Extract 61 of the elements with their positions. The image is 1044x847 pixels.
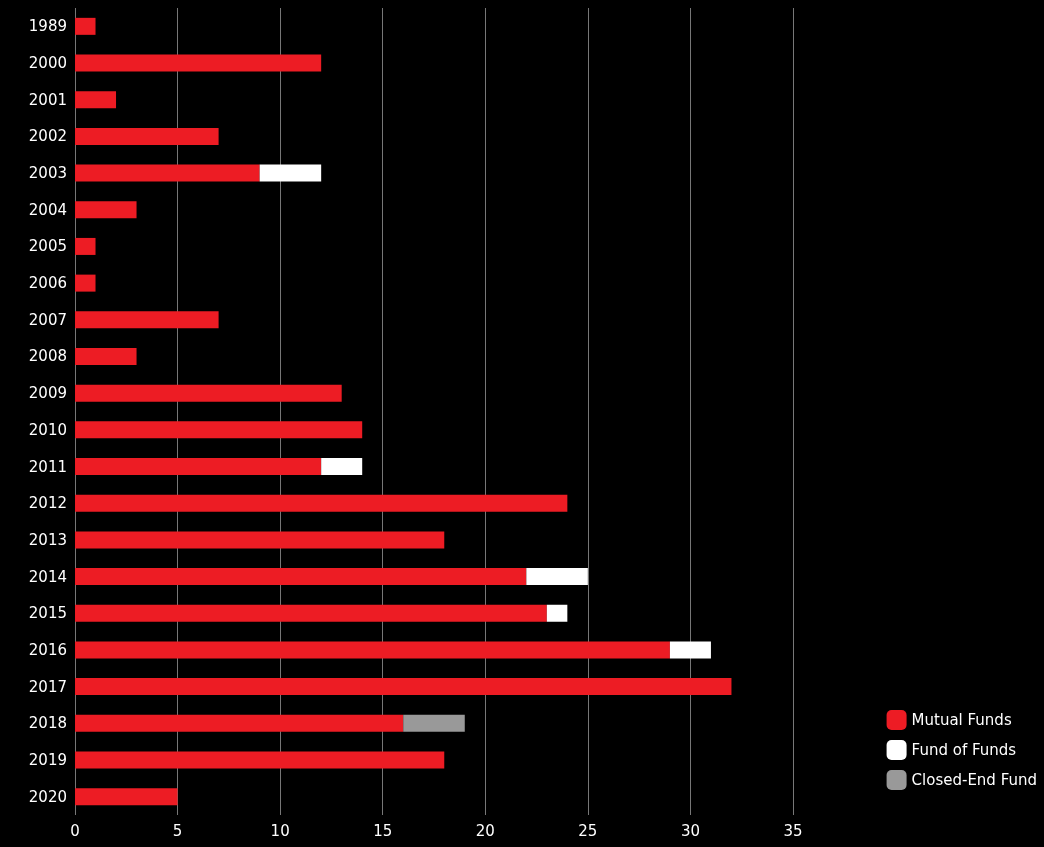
y-tick-label: 2008 [28, 347, 67, 366]
bar [75, 531, 445, 549]
bar [75, 678, 732, 696]
bar [75, 164, 260, 182]
y-tick-label: 2001 [28, 90, 67, 109]
bar [75, 347, 137, 365]
bar [75, 714, 404, 732]
bar [75, 17, 96, 35]
legend-label: Fund of Funds [911, 741, 1017, 759]
x-tick-label: 25 [578, 821, 598, 840]
bar [75, 421, 363, 439]
legend-label: Closed-End Fund [911, 771, 1038, 789]
x-tick-label: 5 [172, 821, 183, 840]
x-tick-label: 35 [783, 821, 803, 840]
y-tick-label: 2000 [28, 54, 67, 73]
y-tick-label: 2012 [28, 494, 67, 513]
x-tick-label: 10 [270, 821, 290, 840]
bar [75, 788, 178, 806]
bar [321, 458, 363, 476]
bar [669, 641, 711, 659]
bar [546, 604, 568, 622]
bar [75, 751, 445, 769]
y-tick-label: 2005 [28, 237, 67, 256]
y-tick-label: 2010 [28, 420, 67, 439]
x-tick-label: 15 [373, 821, 393, 840]
y-tick-label: 2018 [28, 714, 67, 733]
bar [75, 274, 96, 292]
legend-label: Mutual Funds [911, 711, 1012, 729]
y-tick-label: 2007 [28, 310, 67, 329]
bar [75, 458, 322, 476]
bar [75, 641, 670, 659]
y-tick-label: 2003 [28, 164, 67, 183]
y-tick-label: 2002 [28, 127, 67, 146]
x-tick-label: 30 [680, 821, 700, 840]
bar [75, 237, 96, 255]
y-tick-label: 2011 [28, 457, 67, 476]
bar [75, 201, 137, 219]
x-tick-label: 0 [70, 821, 80, 840]
bar [75, 127, 219, 145]
y-tick-label: 1989 [28, 17, 67, 36]
y-tick-label: 2017 [28, 677, 67, 696]
y-tick-label: 2016 [28, 640, 67, 659]
bar [75, 568, 527, 586]
y-tick-label: 2015 [28, 604, 67, 623]
x-tick-label: 20 [475, 821, 495, 840]
bar [75, 494, 568, 512]
y-tick-label: 2004 [28, 200, 67, 219]
y-tick-label: 2013 [28, 530, 67, 549]
bar [75, 384, 342, 402]
bar [526, 568, 588, 586]
y-tick-label: 2020 [28, 787, 67, 806]
y-tick-label: 2014 [28, 567, 67, 586]
y-tick-label: 2006 [28, 274, 67, 293]
bar [403, 714, 465, 732]
bar [75, 311, 219, 329]
bar [259, 164, 322, 182]
y-tick-label: 2009 [28, 384, 67, 403]
y-tick-label: 2019 [28, 750, 67, 769]
bar [75, 54, 322, 72]
bar [75, 604, 547, 622]
bar [75, 91, 117, 109]
